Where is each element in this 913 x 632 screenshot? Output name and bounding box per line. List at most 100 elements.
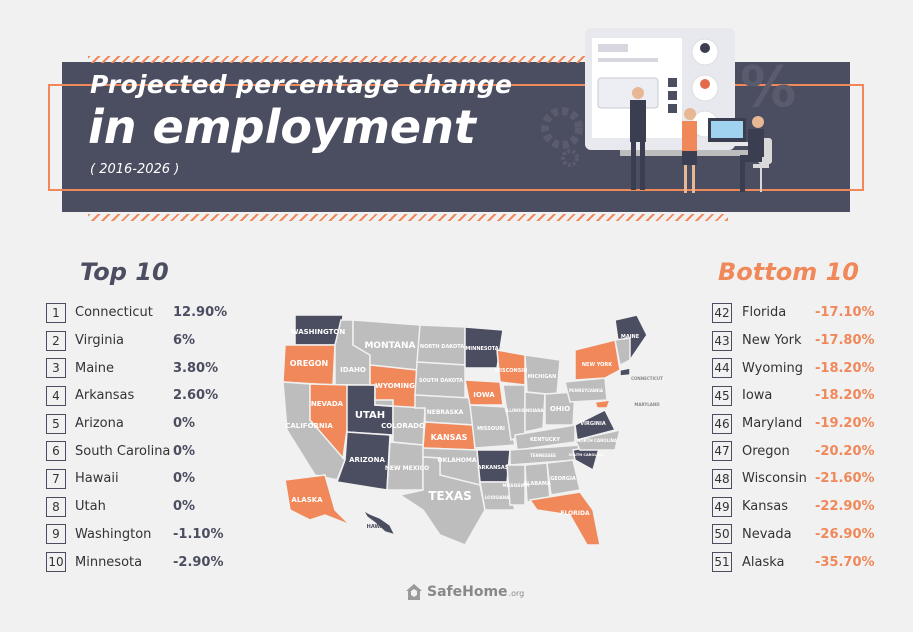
map-label-oregon: OREGON	[290, 359, 329, 368]
rank-badge: 49	[712, 496, 732, 517]
state-name: Hawaii	[75, 471, 119, 487]
map-label-nevada: NEVADA	[311, 400, 344, 408]
percent-change: -18.20%	[815, 388, 875, 404]
state-minnesota	[464, 326, 504, 369]
house-shield-icon	[406, 584, 422, 600]
rank-badge: 6	[46, 441, 66, 462]
list-item: 2 Virginia 6%	[46, 327, 236, 355]
map-label-florida: FLORIDA	[560, 510, 590, 517]
state-name: Wyoming	[742, 360, 804, 376]
map-label-michigan: MICHIGAN	[528, 374, 557, 380]
percent-change: -35.70%	[815, 554, 875, 570]
state-kentucky	[514, 424, 576, 451]
map-label-louisiana: LOUISIANA	[485, 495, 510, 500]
rank-badge: 45	[712, 385, 732, 406]
state-name: Kansas	[742, 499, 789, 515]
list-item: 10 Minnesota -2.90%	[46, 548, 236, 576]
state-alaska	[284, 474, 351, 526]
percent-change: 3.80%	[173, 360, 219, 376]
map-label-connecticut: CONNECTICUT	[631, 376, 663, 381]
state-texas	[398, 456, 486, 546]
title-line-1: Projected percentage change	[90, 70, 513, 99]
rank-badge: 3	[46, 358, 66, 379]
header-frame	[48, 84, 864, 191]
rank-badge: 42	[712, 302, 732, 323]
state-iowa	[464, 379, 504, 406]
map-label-maine: MAINE	[621, 334, 640, 340]
list-item: 5 Arizona 0%	[46, 410, 236, 438]
top10-heading: Top 10	[80, 258, 169, 286]
brand-name: SafeHome	[427, 584, 508, 600]
state-virginia	[574, 408, 617, 441]
map-label-south-carolina: SOUTH CAROLINA	[569, 453, 604, 457]
state-georgia	[546, 459, 581, 496]
rank-badge: 1	[46, 302, 66, 323]
map-label-colorado: COLORADO	[381, 422, 425, 430]
state-missouri	[469, 404, 516, 449]
state-name: Minnesota	[75, 554, 143, 570]
map-label-utah: UTAH	[355, 410, 385, 421]
percent-change: 0%	[173, 416, 196, 432]
map-label-idaho: IDAHO	[340, 366, 366, 374]
rank-badge: 44	[712, 358, 732, 379]
map-label-california: CALIFORNIA	[285, 422, 333, 430]
list-item: 48 Wisconsin -21.60%	[712, 465, 892, 493]
map-label-montana: MONTANA	[364, 341, 415, 351]
list-item: 4 Arkansas 2.60%	[46, 382, 236, 410]
list-item: 3 Maine 3.80%	[46, 354, 236, 382]
list-item: 46 Maryland -19.20%	[712, 410, 892, 438]
state-name: South Carolina	[75, 443, 171, 459]
list-item: 44 Wyoming -18.20%	[712, 354, 892, 382]
rank-badge: 5	[46, 413, 66, 434]
state-name: Florida	[742, 305, 787, 321]
map-label-kansas: KANSAS	[431, 433, 468, 442]
list-item: 1 Connecticut 12.90%	[46, 299, 236, 327]
state-maryland	[594, 399, 612, 409]
map-label-north-dakota: NORTH DAKOTA	[420, 344, 464, 350]
percent-change: -2.90%	[173, 554, 224, 570]
list-item: 49 Kansas -22.90%	[712, 493, 892, 521]
state-name: Nevada	[742, 526, 792, 542]
state-name: Maryland	[742, 416, 803, 432]
percent-change: -22.90%	[815, 499, 875, 515]
hatch-bottom	[88, 214, 728, 221]
rank-badge: 43	[712, 330, 732, 351]
list-item: 45 Iowa -18.20%	[712, 382, 892, 410]
rank-badge: 4	[46, 385, 66, 406]
percent-change: -17.10%	[815, 305, 875, 321]
map-label-hawaii: HAWAII	[367, 524, 388, 530]
rank-badge: 2	[46, 330, 66, 351]
list-item: 47 Oregon -20.20%	[712, 437, 892, 465]
map-label-wisconsin: WISCONSIN	[495, 368, 528, 374]
bottom10-heading: Bottom 10	[718, 258, 859, 286]
us-map: WASHINGTON OREGON CALIFORNIA IDAHO NEVAD…	[282, 314, 663, 546]
state-name: Oregon	[742, 443, 790, 459]
gear-small-icon	[561, 149, 579, 167]
map-label-ohio: OHIO	[550, 405, 570, 413]
list-item: 6 South Carolina 0%	[46, 437, 236, 465]
state-name: Washington	[75, 526, 152, 542]
map-label-arizona: ARIZONA	[349, 456, 385, 464]
map-label-alabama: ALABAMA	[523, 481, 551, 487]
list-item: 9 Washington -1.10%	[46, 521, 236, 549]
rank-badge: 50	[712, 524, 732, 545]
state-name: Virginia	[75, 333, 125, 349]
gear-icon	[541, 107, 583, 149]
percent-change: -17.80%	[815, 333, 875, 349]
rank-badge: 7	[46, 468, 66, 489]
office-illustration	[541, 28, 772, 193]
map-label-wyoming: WYOMING	[375, 382, 415, 390]
top10-list: 1 Connecticut 12.90% 2 Virginia 6% 3 Maine 3.80%…	[46, 299, 236, 576]
state-florida	[528, 491, 601, 546]
map-label-new-mexico: NEW MEXICO	[385, 465, 429, 472]
map-label-arkansas: ARKANSAS	[478, 465, 509, 471]
state-mississippi	[506, 464, 526, 506]
state-name: Arizona	[75, 416, 124, 432]
rank-badge: 51	[712, 552, 732, 573]
state-new-england	[614, 337, 631, 367]
percent-change: -21.60%	[815, 471, 875, 487]
percent-change: 0%	[173, 471, 196, 487]
map-label-mississippi: MISSISSIPPI	[503, 483, 530, 488]
map-label-georgia: GEORGIA	[550, 476, 576, 482]
rank-badge: 9	[46, 524, 66, 545]
